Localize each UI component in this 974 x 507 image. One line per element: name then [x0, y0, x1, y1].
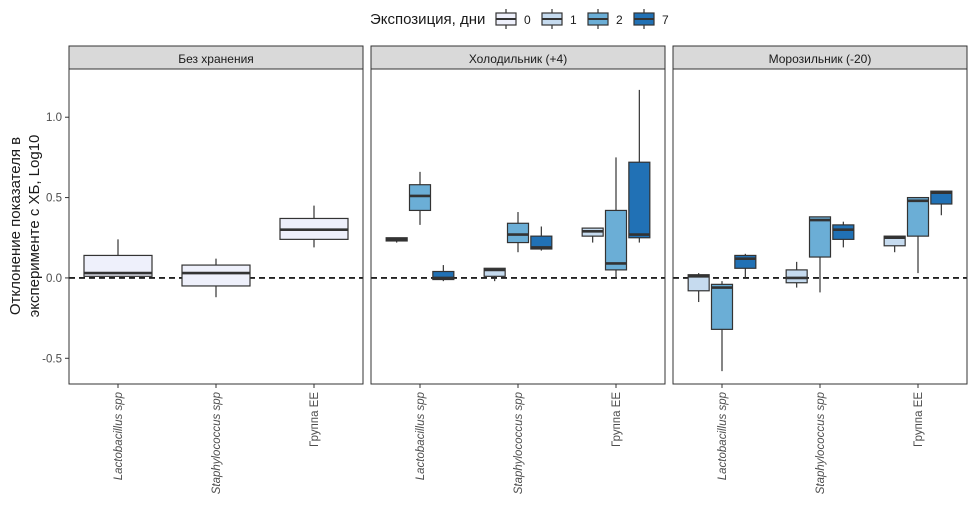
- box-lactobacillus-spp-exp0: [83, 239, 153, 277]
- x-tick-label: Staphylococcus spp: [211, 391, 223, 494]
- box-body: [832, 224, 855, 240]
- x-tick-label: Lactobacillus spp: [113, 391, 125, 480]
- box-staphylococcus-spp-exp2: [808, 216, 832, 293]
- panel-title: Холодильник (+4): [469, 52, 567, 66]
- box-body: [687, 274, 710, 292]
- x-tick-label: Staphylococcus spp: [815, 391, 827, 494]
- box-lactobacillus-spp-exp2: [408, 171, 432, 225]
- y-axis-label: Отклонение показателя в эксперименте с ХБ…: [7, 135, 43, 318]
- box-body: [808, 216, 832, 258]
- box-body: [483, 267, 506, 277]
- y-axis-label-line: Отклонение показателя в: [7, 137, 24, 315]
- box-body: [408, 184, 432, 212]
- legend-label: 0: [524, 13, 531, 27]
- box-группа-ее-exp7: [930, 190, 953, 216]
- x-tick-label: Staphylococcus spp: [513, 391, 525, 494]
- y-axis-label-line: эксперименте с ХБ, Log10: [26, 135, 43, 318]
- x-tick-label: Группа ЕЕ: [611, 392, 623, 447]
- panel-title: Морозильник (-20): [769, 52, 872, 66]
- panel-2: Морозильник (-20) Lactobacillus spp Staphy…: [672, 45, 968, 494]
- box-lactobacillus-spp-exp2: [710, 281, 734, 372]
- legend-item-1: 1: [541, 9, 577, 29]
- x-tick-label: Lactobacillus spp: [415, 391, 427, 480]
- box-staphylococcus-spp-exp1: [483, 267, 506, 282]
- box-группа-ее-exp7: [628, 89, 651, 243]
- y-tick-label: 0.0: [46, 273, 62, 285]
- legend-label: 2: [616, 13, 623, 27]
- box-группа-ее-exp2: [604, 157, 628, 278]
- box-staphylococcus-spp-exp0: [181, 258, 251, 298]
- box-body: [930, 190, 953, 205]
- legend-label: 1: [570, 13, 577, 27]
- y-tick-label: 1.0: [46, 112, 62, 124]
- y-tick-label: 0.5: [46, 193, 62, 205]
- box-lactobacillus-spp-exp7: [432, 265, 455, 282]
- box-body: [785, 269, 808, 284]
- legend-item-2: 2: [587, 9, 623, 29]
- legend: Экспозиция, дни 0 1 2 7: [370, 9, 669, 29]
- legend-item-7: 7: [633, 9, 669, 29]
- panel-1: Холодильник (+4) Lactobacillus spp Staphyl…: [370, 45, 666, 494]
- box-staphylococcus-spp-exp1: [785, 261, 808, 288]
- x-tick-label: Lactobacillus spp: [717, 391, 729, 480]
- box-группа-ее-exp1: [883, 235, 906, 253]
- x-tick-label: Группа ЕЕ: [309, 392, 321, 447]
- box-группа-ее-exp1: [581, 227, 604, 243]
- x-tick-label: Группа ЕЕ: [913, 392, 925, 447]
- panel-title: Без хранения: [178, 52, 254, 66]
- legend-label: 7: [662, 13, 669, 27]
- legend-title: Экспозиция, дни: [370, 11, 485, 28]
- box-body: [181, 264, 251, 287]
- box-lactobacillus-spp-exp1: [687, 273, 710, 303]
- box-body: [906, 196, 930, 237]
- box-body: [432, 270, 455, 281]
- box-группа-ее-exp0: [279, 205, 349, 248]
- box-body: [506, 222, 530, 244]
- box-lactobacillus-spp-exp7: [734, 253, 757, 278]
- box-группа-ее-exp2: [906, 196, 930, 274]
- legend-item-0: 0: [495, 9, 531, 29]
- box-lactobacillus-spp-exp1: [385, 237, 408, 243]
- box-body: [883, 235, 906, 247]
- box-staphylococcus-spp-exp2: [506, 212, 530, 253]
- box-body: [710, 283, 734, 330]
- box-staphylococcus-spp-exp7: [832, 221, 855, 248]
- box-body: [628, 161, 651, 239]
- y-tick-label: -0.5: [42, 353, 62, 365]
- box-body: [604, 209, 628, 271]
- panel-0: Без хранения Lactobacillus spp Staphylococ…: [68, 45, 364, 494]
- box-body: [83, 254, 153, 277]
- panels: Без хранения Lactobacillus spp Staphylococ…: [68, 45, 968, 494]
- box-body: [530, 235, 553, 250]
- box-staphylococcus-spp-exp7: [530, 226, 553, 251]
